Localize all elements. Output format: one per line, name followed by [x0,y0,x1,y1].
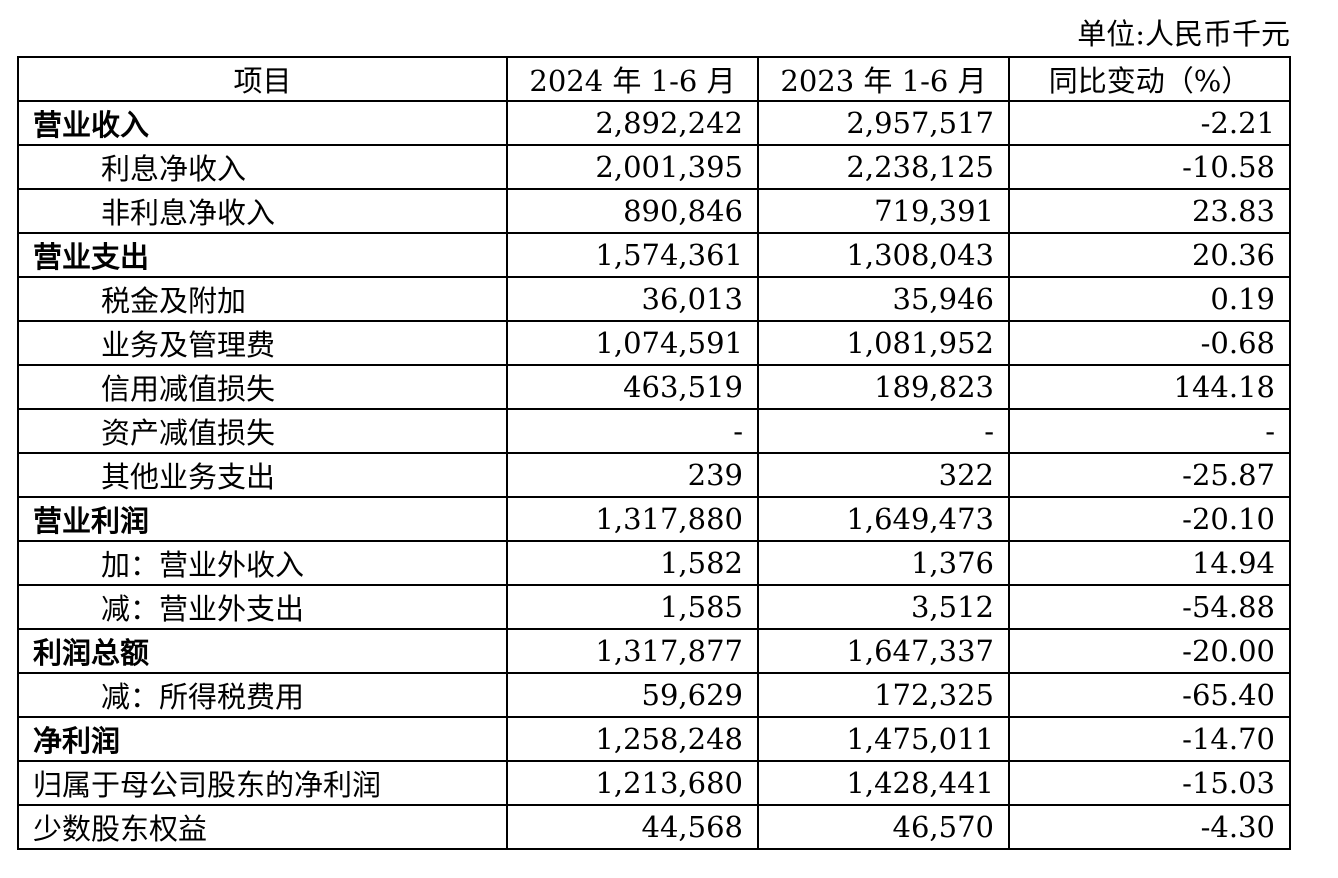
row-label: 利润总额 [17,628,508,674]
value-change: -54.88 [1008,584,1291,630]
value-2023: 1,649,473 [757,496,1010,542]
value-2023: 35,946 [757,276,1010,322]
value-2024: 1,317,877 [506,628,759,674]
table-row: 少数股东权益 44,568 46,570 -4.30 [17,804,1291,850]
table-row: 资产减值损失 - - - [17,408,1291,454]
table-header-row: 项目 2024 年 1-6 月 2023 年 1-6 月 同比变动（%） [17,56,1291,102]
value-change: - [1008,408,1291,454]
table-row: 信用减值损失 463,519 189,823 144.18 [17,364,1291,410]
value-change: -65.40 [1008,672,1291,718]
value-change: -15.03 [1008,760,1291,806]
row-label: 业务及管理费 [17,320,508,366]
value-2023: 172,325 [757,672,1010,718]
row-label: 利息净收入 [17,144,508,190]
value-2023: 1,081,952 [757,320,1010,366]
row-label: 税金及附加 [17,276,508,322]
value-change: -20.10 [1008,496,1291,542]
value-2023: 46,570 [757,804,1010,850]
table-row: 利润总额 1,317,877 1,647,337 -20.00 [17,628,1291,674]
value-2023: 1,647,337 [757,628,1010,674]
value-2024: 1,585 [506,584,759,630]
income-statement-table: 项目 2024 年 1-6 月 2023 年 1-6 月 同比变动（%） 营业收… [17,56,1291,850]
table-row: 净利润 1,258,248 1,475,011 -14.70 [17,716,1291,762]
table-row: 加：营业外收入 1,582 1,376 14.94 [17,540,1291,586]
value-2024: 59,629 [506,672,759,718]
value-2023: 719,391 [757,188,1010,234]
value-change: -10.58 [1008,144,1291,190]
value-2023: 1,428,441 [757,760,1010,806]
row-label: 其他业务支出 [17,452,508,498]
value-change: -2.21 [1008,100,1291,146]
value-2023: 1,376 [757,540,1010,586]
table-row: 减：所得税费用 59,629 172,325 -65.40 [17,672,1291,718]
value-2024: 1,074,591 [506,320,759,366]
header-2023: 2023 年 1-6 月 [757,56,1010,102]
value-2023: 2,238,125 [757,144,1010,190]
table-row: 利息净收入 2,001,395 2,238,125 -10.58 [17,144,1291,190]
header-change: 同比变动（%） [1008,56,1291,102]
value-change: 0.19 [1008,276,1291,322]
row-label: 归属于母公司股东的净利润 [17,760,508,806]
row-label: 净利润 [17,716,508,762]
table-row: 非利息净收入 890,846 719,391 23.83 [17,188,1291,234]
value-2024: 2,001,395 [506,144,759,190]
value-change: -14.70 [1008,716,1291,762]
table-row: 税金及附加 36,013 35,946 0.19 [17,276,1291,322]
value-change: -20.00 [1008,628,1291,674]
value-2023: 1,308,043 [757,232,1010,278]
value-change: 144.18 [1008,364,1291,410]
table-row: 营业利润 1,317,880 1,649,473 -20.10 [17,496,1291,542]
value-change: -4.30 [1008,804,1291,850]
row-label: 加：营业外收入 [17,540,508,586]
row-label: 非利息净收入 [17,188,508,234]
value-2024: 890,846 [506,188,759,234]
value-change: -25.87 [1008,452,1291,498]
value-2024: - [506,408,759,454]
value-change: 14.94 [1008,540,1291,586]
row-label: 营业收入 [17,100,508,146]
table-row: 减：营业外支出 1,585 3,512 -54.88 [17,584,1291,630]
table-row: 归属于母公司股东的净利润 1,213,680 1,428,441 -15.03 [17,760,1291,806]
value-change: 20.36 [1008,232,1291,278]
table-row: 营业支出 1,574,361 1,308,043 20.36 [17,232,1291,278]
value-2024: 36,013 [506,276,759,322]
value-2023: - [757,408,1010,454]
value-2024: 463,519 [506,364,759,410]
header-2024: 2024 年 1-6 月 [506,56,759,102]
value-2023: 3,512 [757,584,1010,630]
row-label: 减：营业外支出 [17,584,508,630]
table-row: 其他业务支出 239 322 -25.87 [17,452,1291,498]
value-2024: 239 [506,452,759,498]
value-2024: 1,317,880 [506,496,759,542]
value-2024: 1,213,680 [506,760,759,806]
row-label: 资产减值损失 [17,408,508,454]
row-label: 营业支出 [17,232,508,278]
value-2023: 322 [757,452,1010,498]
value-2024: 1,574,361 [506,232,759,278]
row-label: 减：所得税费用 [17,672,508,718]
row-label: 少数股东权益 [17,804,508,850]
row-label: 营业利润 [17,496,508,542]
table-body: 营业收入 2,892,242 2,957,517 -2.21 利息净收入 2,001,39… [17,100,1291,850]
table-row: 业务及管理费 1,074,591 1,081,952 -0.68 [17,320,1291,366]
value-2024: 1,582 [506,540,759,586]
value-change: -0.68 [1008,320,1291,366]
value-2023: 189,823 [757,364,1010,410]
header-item: 项目 [17,56,508,102]
unit-label: 单位:人民币千元 [1077,17,1290,51]
value-2023: 2,957,517 [757,100,1010,146]
value-2024: 44,568 [506,804,759,850]
table-row: 营业收入 2,892,242 2,957,517 -2.21 [17,100,1291,146]
value-change: 23.83 [1008,188,1291,234]
value-2024: 2,892,242 [506,100,759,146]
value-2024: 1,258,248 [506,716,759,762]
value-2023: 1,475,011 [757,716,1010,762]
row-label: 信用减值损失 [17,364,508,410]
